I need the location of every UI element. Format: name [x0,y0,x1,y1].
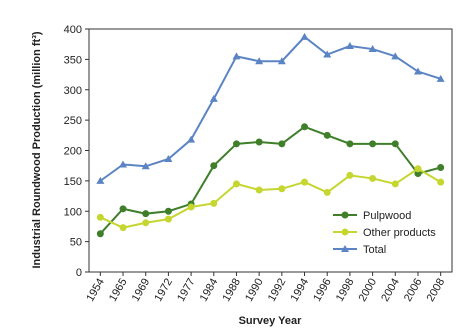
pulpwood-point [414,170,422,178]
x-tick-label: 1988 [220,277,243,304]
other-products-point [346,171,354,179]
pulpwood-point [437,164,445,172]
x-tick-label: 1954 [84,277,107,304]
other-products-point [142,219,150,227]
pulpwood-point [164,207,172,215]
x-tick-label: 1990 [243,277,266,304]
total-point [119,160,128,168]
other-products-point [210,199,218,207]
total-point [209,94,218,102]
x-tick-label: 2006 [402,277,425,304]
x-tick-label: 1996 [311,277,334,304]
other-products-point [96,213,104,221]
legend-label: Pulpwood [363,210,411,222]
total-point [345,42,354,50]
pulpwood-point [255,138,263,146]
other-products-point [232,180,240,188]
x-tick-label: 2008 [425,277,448,304]
other-products-point [323,188,331,196]
pulpwood-point [96,230,104,238]
total-point [436,74,445,82]
pulpwood-point [119,205,127,213]
x-tick-label: 1972 [152,277,175,304]
x-axis-title: Survey Year [239,315,303,327]
legend-label: Other products [363,227,436,239]
other-products-point [164,215,172,223]
legend-swatch-marker [341,228,349,236]
x-tick-label: 2004 [379,277,402,304]
pulpwood-point [391,140,399,148]
other-products-point [414,165,422,173]
total-point [141,162,150,170]
y-tick-label: 150 [64,176,82,188]
x-tick-label: 1984 [198,277,221,304]
pulpwood-point [346,140,354,148]
series-layer [96,32,445,238]
other-products-point [437,178,445,186]
x-tick-label: 1992 [266,277,289,304]
x-axis: 1954 1965 1969 1972 1977 1984 1988 1990 1992 1994… [84,272,447,304]
total-line [99,35,441,182]
total-point [96,176,105,184]
pulpwood-point [142,210,150,218]
x-tick-label: 1977 [175,277,198,304]
other-products-point [369,174,377,182]
x-tick-label: 2000 [357,277,380,304]
x-tick-label: 1998 [334,277,357,304]
total-point [187,135,196,143]
pulpwood-point [232,140,240,148]
y-tick-label: 0 [76,267,82,279]
series-other-products [96,165,445,232]
y-axis: 0 50 100 150 200 250 300 350 400 [64,24,89,279]
legend: Pulpwood Other products Total [333,210,436,256]
other-products-line [99,167,442,229]
other-products-point [119,224,127,232]
legend-item-other-products: Other products [333,227,436,239]
total-point [255,57,264,65]
other-products-point [187,203,195,211]
x-tick-label: 1965 [107,277,130,304]
series-pulpwood [96,123,445,238]
legend-item-total: Total [333,244,386,256]
pulpwood-point [301,123,309,131]
y-tick-label: 350 [64,54,82,66]
x-tick-label: 1994 [288,277,311,304]
y-tick-label: 300 [64,85,82,97]
legend-swatch-marker [341,211,349,219]
total-point [300,32,309,40]
total-point [232,52,241,60]
legend-label: Total [363,244,386,256]
legend-swatch-marker [341,245,349,252]
y-tick-label: 100 [64,206,82,218]
legend-item-pulpwood: Pulpwood [333,210,411,222]
total-point [413,67,422,75]
pulpwood-point [369,140,377,148]
total-point [323,50,332,58]
x-tick-label: 1969 [130,277,153,304]
pulpwood-line [99,125,441,235]
other-products-point [278,185,286,193]
total-point [368,45,377,53]
pulpwood-point [278,140,286,148]
y-axis-title: Industrial Roundwood Production (million… [31,31,43,268]
total-point [391,52,400,60]
other-products-point [391,180,399,188]
other-products-point [301,178,309,186]
series-total [96,32,445,184]
y-tick-label: 250 [64,115,82,127]
other-products-point [255,186,263,194]
pulpwood-point [323,131,331,139]
pulpwood-point [210,162,218,170]
total-point [164,155,173,163]
y-tick-label: 200 [64,146,82,158]
y-tick-label: 400 [64,24,82,36]
total-point [277,57,286,65]
y-tick-label: 50 [70,237,82,249]
